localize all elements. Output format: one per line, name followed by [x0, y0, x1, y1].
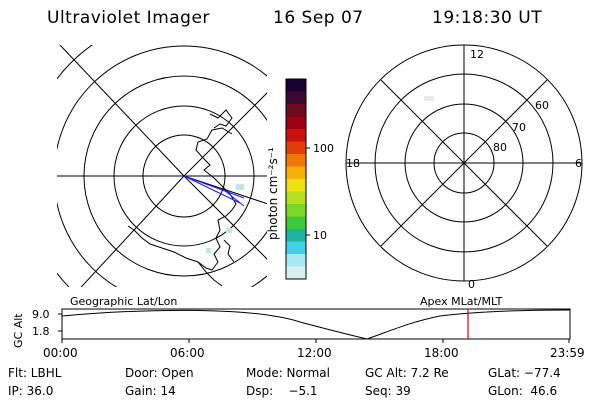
colorbar-band: [286, 154, 306, 167]
colorbar-band: [286, 191, 306, 205]
mode-info: Mode: Normal: [246, 366, 330, 380]
geographic-image: [57, 45, 267, 287]
coastline: [197, 261, 223, 287]
altitude-tick-high: 9.0: [32, 308, 50, 321]
mlt-label-0: 0: [468, 278, 475, 291]
time-tick: 18:00: [424, 346, 459, 360]
colorbar-frame: [285, 78, 307, 280]
filter-info: Flt: LBHL: [8, 366, 62, 380]
colorbar-band: [286, 179, 306, 192]
colorbar-band: [286, 229, 306, 242]
instrument-title: Ultraviolet Imager: [47, 8, 210, 28]
lon-line: [183, 175, 267, 205]
door-info: Door: Open: [125, 366, 194, 380]
color-bar: [286, 79, 306, 280]
lon-line: [80, 175, 185, 287]
gain-info: Gain: 14: [125, 384, 176, 398]
altitude-tick-low: 1.8: [32, 325, 50, 338]
colorbar-band: [286, 166, 306, 180]
seq-info: Seq: 39: [365, 384, 411, 398]
altitude-curve: [61, 309, 571, 340]
emission-patches: [206, 184, 244, 253]
colorbar-band: [286, 204, 306, 217]
time-tick: 00:00: [43, 346, 78, 360]
glon-info: GLon: 46.6: [488, 384, 558, 398]
time-label: 19:18:30 UT: [432, 8, 543, 28]
dial-emission: [424, 96, 434, 101]
apex-caption: Apex MLat/MLT: [420, 295, 503, 308]
colorbar-band: [286, 241, 306, 255]
colorbar-band: [286, 116, 306, 130]
coastline: [223, 239, 235, 263]
altitude-axis-label: GC Alt: [12, 313, 25, 348]
colorbar-band: [286, 216, 306, 230]
colorbar-band: [286, 254, 306, 267]
colorbar-band: [286, 141, 306, 155]
colorbar-band: [286, 129, 306, 142]
mlt-line: [380, 79, 548, 247]
mlat-label-60: 60: [535, 99, 549, 112]
colorbar-band: [286, 266, 306, 280]
mlt-dial: [345, 44, 583, 282]
coastline: [127, 127, 237, 271]
colorbar-band: [286, 91, 306, 105]
boundary-lines: [183, 175, 245, 207]
x-ticks: [61, 339, 570, 343]
lat-circle: [57, 45, 267, 287]
altitude-plot-frame: [61, 308, 571, 340]
gcalt-info: GC Alt: 7.2 Re: [365, 366, 449, 380]
colorbar-tick-10: 10: [313, 229, 327, 242]
lon-line: [183, 175, 267, 260]
mlat-label-70: 70: [512, 121, 526, 134]
lon-line: [59, 45, 185, 177]
mlt-label-6: 6: [575, 157, 582, 170]
glat-info: GLat: −77.4: [488, 366, 561, 380]
colorbar-band: [286, 79, 306, 92]
colorbar-tick-100: 100: [313, 142, 334, 155]
geographic-caption: Geographic Lat/Lon: [70, 295, 178, 308]
ip-info: IP: 36.0: [8, 384, 54, 398]
colorbar-unit-label: photon cm⁻²s⁻¹: [266, 147, 280, 240]
coastline: [209, 109, 233, 129]
mlt-label-12: 12: [470, 48, 484, 61]
lon-line: [183, 92, 267, 177]
time-tick: 23:59: [550, 346, 585, 360]
mlat-label-80: 80: [493, 141, 507, 154]
dsp-info: Dsp: −5.1: [246, 384, 318, 398]
colorbar-band: [286, 104, 306, 117]
mlt-label-18: 18: [346, 157, 360, 170]
time-tick: 12:00: [297, 346, 332, 360]
time-tick: 06:00: [170, 346, 205, 360]
date-label: 16 Sep 07: [273, 8, 364, 28]
